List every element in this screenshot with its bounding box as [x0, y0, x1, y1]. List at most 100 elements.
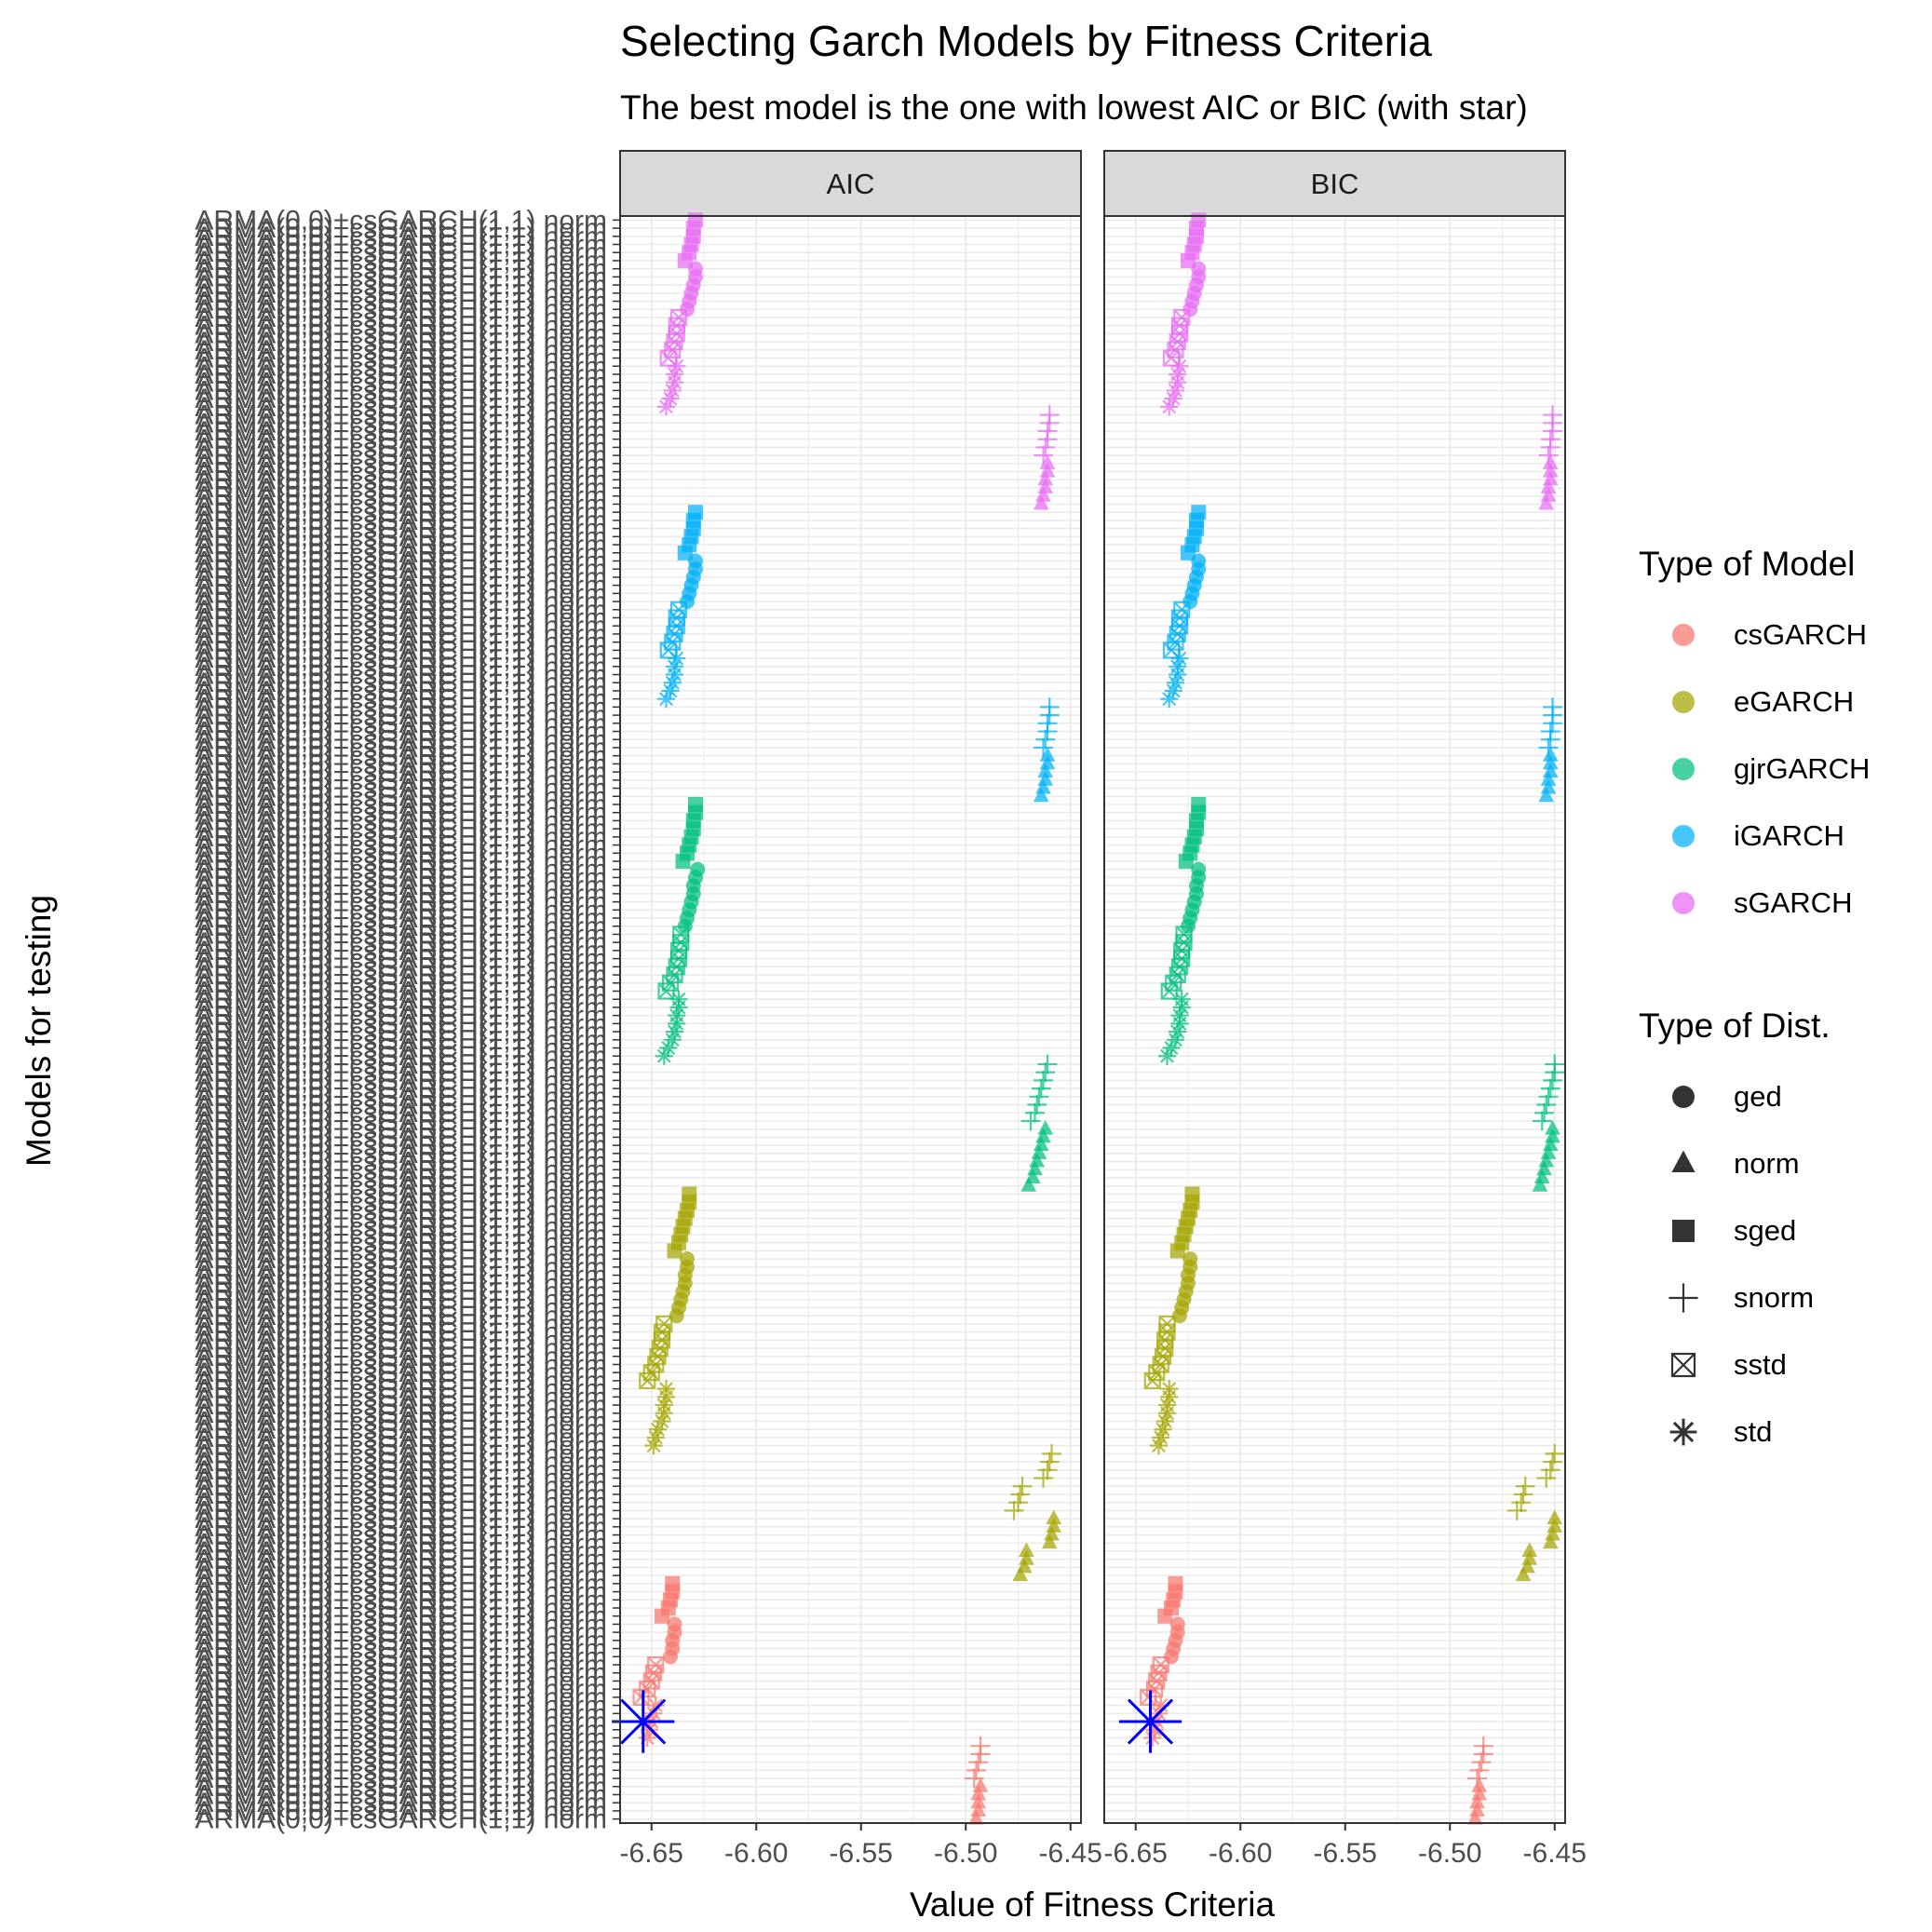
data-point: [1152, 1428, 1170, 1447]
marker-plus: [1540, 722, 1560, 741]
marker-triangle: [1019, 1550, 1034, 1565]
marker-plus: [1029, 1087, 1049, 1107]
y-tick-label: ARMA(0,0)+csGARCH(1,1) norm: [195, 1301, 607, 1331]
marker-plus: [1004, 1500, 1024, 1520]
y-tick-label: ARMA(0,0)+csGARCH(1,1) norm: [195, 993, 607, 1023]
marker-triangle: [1033, 787, 1049, 803]
y-tick-label: ARMA(0,0)+csGARCH(1,1) norm: [195, 1317, 607, 1348]
y-tick-label: ARMA(0,0)+csGARCH(1,1) norm: [195, 1049, 607, 1080]
y-tick-label: ARMA(0,0)+csGARCH(1,1) norm: [195, 384, 607, 414]
data-point: [970, 1736, 991, 1756]
marker-square: [1168, 1575, 1183, 1591]
data-point: [644, 1437, 663, 1455]
marker-triangle: [970, 1793, 987, 1809]
data-point: [1191, 505, 1207, 520]
data-point: [1046, 1509, 1062, 1525]
y-tick-label: ARMA(0,0)+csGARCH(1,1) norm: [195, 1504, 607, 1534]
data-point: [1169, 365, 1187, 384]
marker-triangle: [1027, 1160, 1043, 1176]
y-tick-label: ARMA(0,0)+csGARCH(1,1) norm: [195, 717, 607, 748]
y-tick-label: ARMA(0,0)+csGARCH(1,1) norm: [195, 1041, 607, 1072]
data-point: [1008, 1493, 1028, 1513]
data-point: [646, 1428, 665, 1447]
y-tick-label: ARMA(0,0)+csGARCH(1,1) norm: [195, 1512, 607, 1543]
y-tick-label: ARMA(0,0)+csGARCH(1,1) norm: [195, 1552, 607, 1583]
y-tick-label: ARMA(0,0)+csGARCH(1,1) norm: [195, 1115, 607, 1145]
data-point: [1473, 1736, 1493, 1756]
y-tick-label: ARMA(0,0)+csGARCH(1,1) norm: [195, 408, 607, 439]
marker-plus: [1027, 1095, 1047, 1115]
y-tick-label: ARMA(0,0)+csGARCH(1,1) norm: [195, 887, 607, 918]
marker-triangle: [1469, 1802, 1485, 1817]
data-point: [1145, 1721, 1164, 1739]
marker-asterisk: [1162, 1038, 1181, 1058]
data-point: [1466, 1810, 1483, 1825]
marker-triangle: [1020, 1177, 1037, 1192]
marker-plus: [1035, 1062, 1056, 1083]
best-model-marker: [612, 1690, 675, 1753]
marker-square: [688, 796, 703, 812]
y-tick-label: ARMA(0,0)+csGARCH(1,1) norm: [195, 676, 607, 707]
data-point: [1024, 1169, 1041, 1183]
y-tick-label: ARMA(0,0)+csGARCH(1,1) norm: [195, 1691, 607, 1722]
data-point: [1039, 462, 1056, 478]
marker-circle: [667, 1616, 682, 1632]
marker-plus: [1545, 1443, 1565, 1464]
legend: Type of Model csGARCH eGARCH gjrGARCH iGARCH…: [1639, 545, 1870, 1448]
y-tick-label: ARMA(0,0)+csGARCH(1,1) norm: [195, 1025, 607, 1056]
data-point: [1033, 494, 1049, 510]
marker-asterisk: [646, 1696, 665, 1715]
marker-asterisk: [1160, 398, 1179, 416]
y-tick-label: ARMA(0,0)+csGARCH(1,1) norm: [195, 781, 607, 812]
marker-circle: [1169, 1616, 1185, 1632]
marker-triangle: [1540, 778, 1557, 794]
marker-plus: [1037, 421, 1058, 441]
data-point: [659, 1038, 678, 1058]
y-tick-label: ARMA(0,0)+csGARCH(1,1) norm: [195, 1090, 607, 1121]
marker-triangle: [1540, 1144, 1557, 1159]
y-tick-label: ARMA(0,0)+csGARCH(1,1) norm: [195, 903, 607, 934]
data-point: [1172, 990, 1191, 1008]
data-point: [1545, 1525, 1560, 1541]
marker-plus: [1035, 438, 1056, 457]
x-tick-label: -6.50: [934, 1838, 997, 1869]
data-point: [1542, 754, 1559, 770]
marker-asterisk: [1166, 381, 1185, 400]
marker-plus: [1540, 1078, 1560, 1099]
y-tick-label: ARMA(0,0)+csGARCH(1,1) norm: [195, 1560, 607, 1591]
legend-label: snorm: [1734, 1281, 1814, 1314]
marker-square: [682, 1186, 697, 1202]
marker-triangle: [1037, 1120, 1054, 1135]
marker-plus: [1669, 1283, 1698, 1313]
marker-asterisk: [1155, 1412, 1174, 1431]
data-point: [1540, 778, 1557, 794]
marker-square: [688, 505, 703, 520]
marker-asterisk: [612, 1690, 675, 1753]
data-point: [1184, 1186, 1200, 1202]
legend-key: [1672, 691, 1695, 713]
marker-triangle: [1540, 479, 1557, 494]
marker-triangle: [1540, 487, 1557, 502]
data-point: [1191, 212, 1207, 228]
chart-title: Selecting Garch Models by Fitness Criter…: [620, 17, 1432, 65]
x-tick-label: -6.60: [1209, 1838, 1272, 1869]
marker-asterisk: [1164, 389, 1182, 408]
data-point: [648, 1420, 668, 1439]
data-point: [655, 1047, 673, 1065]
marker-box: [655, 1315, 673, 1332]
y-tick-label: ARMA(0,0)+csGARCH(1,1) norm: [195, 765, 607, 796]
marker-asterisk: [644, 1437, 663, 1455]
marker-triangle: [1515, 1566, 1532, 1582]
marker-box-cross: [655, 1316, 673, 1332]
panel-background: [1104, 216, 1565, 1823]
marker-circle: [1182, 1251, 1198, 1267]
y-tick-label: ARMA(0,0)+csGARCH(1,1) norm: [195, 1414, 607, 1445]
y-tick-label: ARMA(0,0)+csGARCH(1,1) norm: [195, 1698, 607, 1729]
marker-plus: [1515, 1476, 1535, 1496]
data-point: [964, 1768, 984, 1789]
legend-label: sstd: [1734, 1348, 1787, 1381]
y-tick-label: ARMA(0,0)+csGARCH(1,1) norm: [195, 1528, 607, 1559]
marker-asterisk: [659, 1038, 678, 1058]
legend-key: [1670, 1352, 1696, 1378]
marker-triangle: [1031, 1144, 1047, 1159]
